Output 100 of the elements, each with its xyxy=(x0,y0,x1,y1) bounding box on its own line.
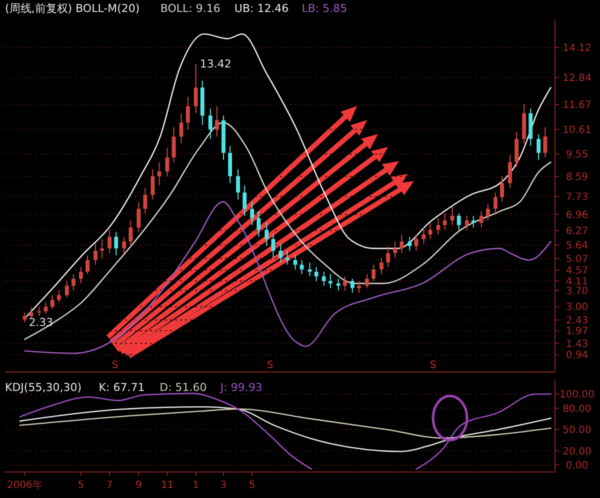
candlestick xyxy=(236,168,240,200)
x-tick-label: 2006年 xyxy=(6,479,42,491)
x-tick-label: 3 xyxy=(220,480,227,491)
candlestick xyxy=(436,218,440,235)
candlestick xyxy=(372,264,376,282)
candlestick xyxy=(393,240,398,258)
annotation: 2.33 xyxy=(28,316,54,330)
series-label: D: 51.60 xyxy=(160,381,207,394)
candlestick xyxy=(64,280,69,298)
candlestick xyxy=(100,238,104,258)
candlestick xyxy=(486,204,490,221)
y-tick-label: 6.27 xyxy=(566,226,588,237)
candlestick xyxy=(122,236,126,254)
candlestick xyxy=(308,262,312,277)
candlestick xyxy=(493,192,498,214)
candlestick xyxy=(342,276,347,291)
candlestick xyxy=(322,271,326,286)
y-tick-label: 8.59 xyxy=(566,172,588,183)
annotation: S xyxy=(112,360,118,371)
candlestick xyxy=(442,212,447,230)
candlestick xyxy=(86,254,90,275)
line-series xyxy=(24,33,552,320)
candlestick xyxy=(365,274,369,289)
series-label: K: 67.71 xyxy=(98,381,145,394)
y-tick-label: 9.55 xyxy=(566,150,588,161)
candlestick xyxy=(386,246,390,268)
y-tick-label: 5.64 xyxy=(566,240,588,252)
x-tick-label: 1 xyxy=(192,480,200,491)
candlestick xyxy=(136,201,141,233)
y-tick-label: 12.84 xyxy=(562,72,592,84)
annotation: S xyxy=(266,360,274,371)
text: LB: 5.85 xyxy=(302,2,348,15)
candlestick xyxy=(250,201,254,226)
candlestick xyxy=(194,63,198,114)
candlestick xyxy=(278,243,283,263)
candlestick xyxy=(214,106,219,138)
candlestick xyxy=(536,134,541,160)
candlestick xyxy=(78,266,83,284)
series-label: UB: 12.46 xyxy=(234,2,289,15)
candlestick xyxy=(56,290,61,303)
y-tick-label: 50.00 xyxy=(562,425,592,436)
x-tick-label: 11 xyxy=(160,480,174,491)
candlestick xyxy=(314,266,318,282)
candlestick xyxy=(408,236,412,252)
y-tick-label: 10.61 xyxy=(562,124,592,136)
candlestick xyxy=(514,131,519,168)
candlestick xyxy=(228,145,232,184)
candlestick xyxy=(208,108,212,140)
x-tick-label: 5 xyxy=(248,480,256,491)
chart-title: (周线,前复权) BOLL-M(20) xyxy=(5,2,140,15)
candlestick xyxy=(500,176,504,202)
candlestick xyxy=(400,234,404,254)
y-tick-label: 0.00 xyxy=(566,460,588,472)
y-tick-label: 80.00 xyxy=(562,404,592,415)
y-tick-label: 2.43 xyxy=(566,316,588,327)
candlestick xyxy=(357,280,361,294)
candlestick xyxy=(471,215,476,228)
y-tick-label: 1.97 xyxy=(566,326,588,338)
candlestick xyxy=(271,234,276,258)
candlestick xyxy=(543,126,548,158)
candlestick xyxy=(422,226,426,244)
candlestick xyxy=(264,222,269,247)
line-series xyxy=(19,408,552,439)
candlestick xyxy=(94,243,98,266)
annotation: S xyxy=(430,360,436,371)
candlestick xyxy=(450,206,454,226)
candlestick xyxy=(108,229,112,254)
candlestick xyxy=(179,112,184,144)
x-tick-label: 9 xyxy=(135,480,142,491)
candlestick xyxy=(22,312,27,323)
candlestick xyxy=(128,220,133,247)
candlestick xyxy=(508,154,512,188)
line-series xyxy=(24,122,552,340)
candlestick xyxy=(464,215,469,230)
candlestick xyxy=(293,254,298,270)
candlestick xyxy=(50,294,54,310)
y-tick-label: 20.00 xyxy=(562,446,592,458)
candlestick xyxy=(71,274,76,291)
x-tick-label: 5 xyxy=(78,480,84,491)
y-tick-label: 3.00 xyxy=(566,302,588,314)
candlestick xyxy=(150,168,155,200)
text: BOLL: 9.16 xyxy=(160,2,220,15)
candlestick xyxy=(350,278,354,294)
chart-title: KDJ(55,30,30) xyxy=(5,381,82,394)
line-series xyxy=(24,201,552,354)
y-tick-label: 4.11 xyxy=(566,276,588,288)
candlestick xyxy=(114,232,118,256)
candlestick xyxy=(143,187,148,214)
y-tick-label: 100.00 xyxy=(560,390,594,401)
series-label: J: 99.93 xyxy=(219,381,262,394)
candlestick xyxy=(414,234,418,252)
candlestick xyxy=(186,96,190,130)
y-tick-label: 11.67 xyxy=(562,100,592,112)
y-tick-label: 14.12 xyxy=(562,43,592,54)
candlestick xyxy=(300,260,304,275)
annotation: 13.42 xyxy=(200,58,232,71)
candlestick xyxy=(328,274,332,289)
y-tick-label: 6.96 xyxy=(566,210,588,221)
y-tick-label: 4.57 xyxy=(566,266,588,277)
line-series xyxy=(19,406,552,452)
